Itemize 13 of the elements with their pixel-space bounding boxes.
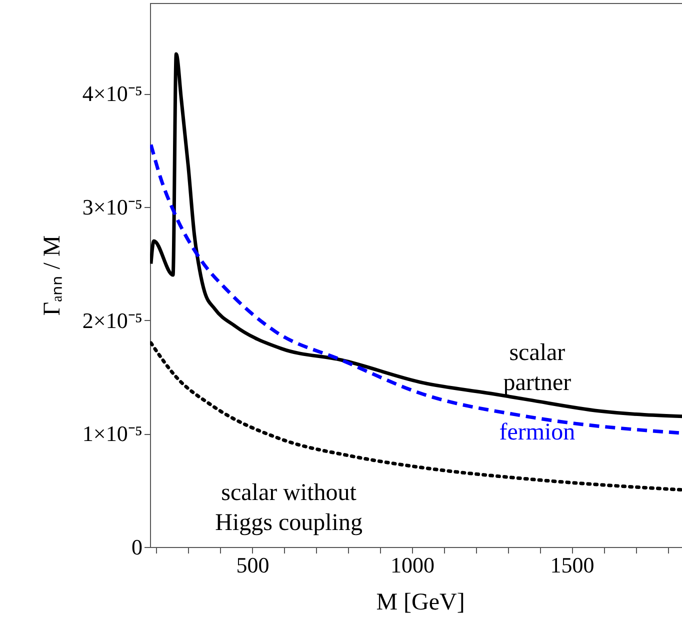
series-label: scalar without Higgs coupling	[215, 480, 362, 536]
y-tick-label: 3×10⁻⁵	[82, 194, 142, 220]
y-tick-label: 2×10⁻⁵	[82, 308, 142, 333]
x-tick-label: 1500	[550, 552, 594, 578]
series-label: fermion	[499, 420, 576, 446]
x-axis-title: M [GeV]	[376, 590, 465, 616]
y-tick-label: 0	[132, 534, 142, 560]
x-tick-label: 1000	[390, 552, 435, 578]
y-tick-label: 4×10⁻⁵	[82, 81, 142, 106]
x-tick-label: 500	[236, 552, 270, 578]
series-label: scalar partner	[503, 340, 572, 396]
y-axis-title: Γₐₙₙ / M	[39, 235, 66, 316]
y-tick-label: 1×10⁻⁵	[82, 421, 142, 446]
